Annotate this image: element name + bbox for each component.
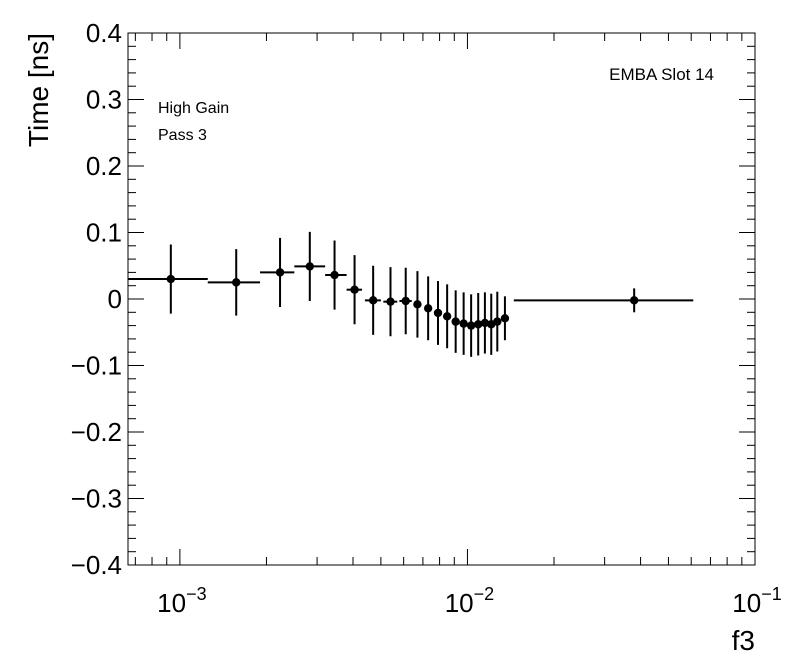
point-marker bbox=[423, 304, 433, 313]
annotation-slot: EMBA Slot 14 bbox=[609, 65, 714, 84]
y-tick-label: −0.2 bbox=[71, 417, 122, 447]
y-tick-label: 0.4 bbox=[86, 18, 122, 48]
data-point bbox=[364, 265, 381, 335]
data-point bbox=[423, 276, 433, 341]
point-marker bbox=[629, 296, 639, 305]
data-point bbox=[442, 284, 452, 349]
y-tick-label: 0.2 bbox=[86, 151, 122, 181]
y-tick-label: −0.1 bbox=[71, 351, 122, 381]
y-tick-labels: 0.4 0.3 0.2 0.1 0 −0.1 −0.2 −0.3 −0.4 bbox=[71, 18, 122, 580]
y-tick-label: 0.3 bbox=[86, 85, 122, 115]
point-marker bbox=[466, 321, 476, 330]
point-marker bbox=[232, 278, 241, 287]
data-point bbox=[500, 296, 510, 341]
y-ticks bbox=[128, 32, 755, 566]
point-marker bbox=[166, 274, 176, 284]
data-point bbox=[480, 292, 490, 354]
point-marker bbox=[433, 308, 443, 318]
point-marker bbox=[413, 300, 422, 309]
annotation-gain: High Gain bbox=[158, 100, 229, 117]
data-point bbox=[413, 271, 422, 338]
point-marker bbox=[368, 296, 378, 305]
point-marker bbox=[275, 268, 285, 277]
x-tick-label: 10−2 bbox=[445, 584, 494, 618]
data-point bbox=[383, 267, 398, 337]
data-point bbox=[466, 294, 476, 357]
x-axis-title: f3 bbox=[732, 625, 755, 656]
data-point bbox=[474, 293, 483, 356]
data-point bbox=[433, 281, 443, 345]
point-marker bbox=[442, 312, 452, 321]
y-axis-title: Time [ns] bbox=[23, 33, 54, 147]
point-marker bbox=[500, 314, 510, 323]
point-marker bbox=[330, 270, 339, 280]
y-tick-label: 0 bbox=[108, 284, 122, 314]
data-point bbox=[325, 240, 347, 310]
x-tick-label: 10−1 bbox=[732, 584, 781, 618]
x-tick-labels: 10−3 10−2 10−1 bbox=[157, 584, 782, 618]
data-point bbox=[451, 290, 460, 353]
y-tick-label: −0.4 bbox=[71, 550, 122, 580]
y-tick-label: 0.1 bbox=[86, 218, 122, 248]
point-marker bbox=[480, 318, 490, 328]
data-point bbox=[207, 249, 261, 316]
data-point bbox=[399, 267, 412, 335]
point-marker bbox=[459, 319, 468, 328]
data-point bbox=[294, 231, 326, 301]
data-point bbox=[459, 292, 468, 355]
data-point bbox=[513, 288, 694, 313]
point-marker bbox=[386, 297, 395, 306]
x-ticks bbox=[134, 33, 756, 565]
point-marker bbox=[493, 317, 502, 326]
data-point bbox=[260, 237, 295, 307]
data-point bbox=[128, 244, 208, 314]
annotation-pass: Pass 3 bbox=[158, 127, 207, 144]
point-marker bbox=[305, 262, 315, 271]
point-marker bbox=[401, 296, 410, 306]
data-point bbox=[346, 255, 363, 325]
y-tick-label: −0.3 bbox=[71, 484, 122, 514]
point-marker bbox=[474, 320, 483, 329]
point-marker bbox=[451, 317, 460, 326]
data-point bbox=[493, 291, 502, 352]
data-series bbox=[128, 231, 694, 357]
point-marker bbox=[350, 285, 359, 294]
x-tick-label: 10−3 bbox=[157, 584, 206, 618]
